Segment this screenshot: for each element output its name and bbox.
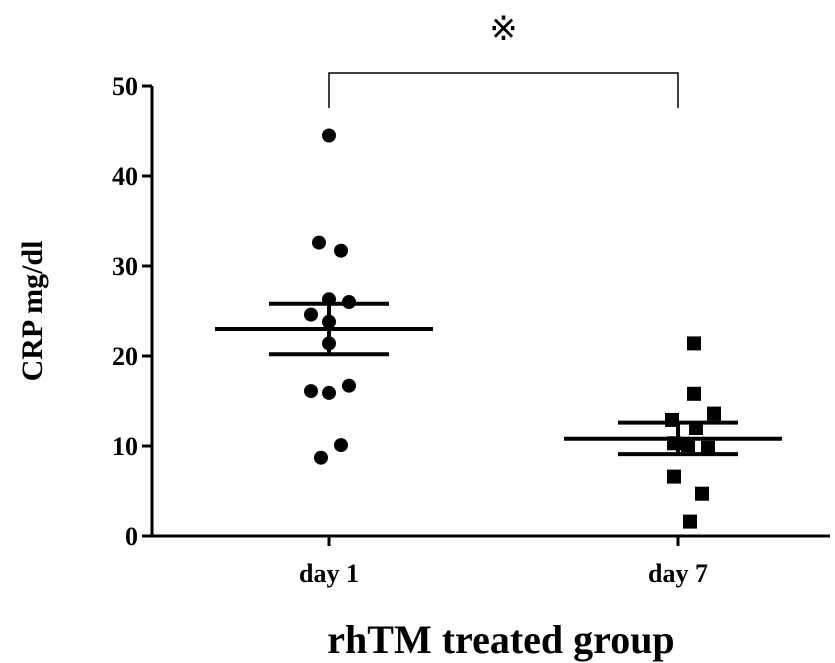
data-point-circle <box>314 450 328 465</box>
y-tick-label: 0 <box>125 522 138 551</box>
y-ticks: 0 10 20 30 40 50 <box>112 72 152 551</box>
data-point-square <box>701 440 715 455</box>
data-point-circle <box>304 307 318 322</box>
axes <box>150 86 830 538</box>
data-point-square <box>687 386 701 401</box>
data-point-circle <box>334 243 348 258</box>
y-tick-label: 10 <box>112 432 138 461</box>
x-ticks: day 1 day 7 <box>299 536 708 588</box>
data-point-circle <box>312 235 326 250</box>
data-point-square <box>707 406 721 421</box>
data-point-square <box>683 514 697 529</box>
x-axis-title: rhTM treated group <box>327 617 674 662</box>
y-axis-title: CRP mg/dl <box>16 241 49 382</box>
y-tick-label: 40 <box>112 162 138 191</box>
data-point-square <box>667 469 681 484</box>
data-point-circle <box>322 128 336 143</box>
y-tick-label: 50 <box>112 72 138 101</box>
data-point-square <box>681 438 695 453</box>
significance-bracket <box>328 72 679 108</box>
mean-sem-lines <box>215 301 782 457</box>
significance-symbol: ※ <box>489 9 518 49</box>
y-tick-label: 20 <box>112 342 138 371</box>
data-point-circle <box>304 384 318 399</box>
data-point-circle <box>342 378 356 393</box>
data-point-circle <box>334 438 348 453</box>
y-tick-label: 30 <box>112 252 138 281</box>
data-point-square <box>687 336 701 351</box>
x-tick-label: day 1 <box>299 559 359 588</box>
bracket-line <box>328 72 679 108</box>
data-point-square <box>695 486 709 501</box>
x-tick-label: day 7 <box>648 559 708 588</box>
data-point-circle <box>322 385 336 400</box>
